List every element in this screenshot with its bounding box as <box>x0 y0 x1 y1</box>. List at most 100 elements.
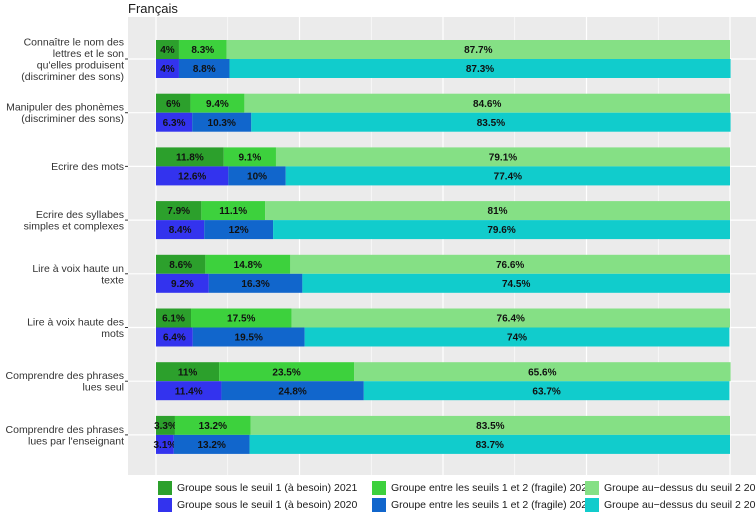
bar-segment <box>156 147 224 167</box>
bar-segment <box>156 166 229 186</box>
bar-value-label: 8.4% <box>169 225 192 236</box>
bar-value-label: 84.6% <box>473 99 501 110</box>
bar-value-label: 76.4% <box>497 314 525 325</box>
category-label-line: lues par l'enseignant <box>28 435 124 447</box>
bar-segment <box>285 166 730 186</box>
legend-item-above-threshold-2-2020: Groupe au−dessus du seuil 2 2020 <box>585 498 756 512</box>
bar-group: 11% 23.5% 65.6% 11.4% 24.8% 63.7% <box>156 362 731 401</box>
bar-value-label: 3.3% <box>154 421 177 432</box>
bar-value-label: 12.6% <box>178 172 206 183</box>
bar-value-label: 11.4% <box>175 386 203 397</box>
category-label-line: Comprendre des phrases <box>6 424 124 436</box>
bar-value-label: 11.1% <box>219 206 247 217</box>
legend-label: Groupe entre les seuils 1 et 2 (fragile)… <box>391 499 593 511</box>
bar-segment <box>204 220 274 240</box>
bar-groups: 4% 8.3% 87.7% 4% 8.8% 87.3% 6% 9.4% 84.6% 6.3% 10.… <box>153 40 731 454</box>
legend-swatch <box>372 498 386 512</box>
bar-group: 7.9% 11.1% 81% 8.4% 12% 79.6% <box>156 201 730 240</box>
bar-group: 3.3% 13.2% 83.5% 3.1% 13.2% 83.7% <box>153 415 730 454</box>
category-label-line: simples et complexes <box>24 221 124 233</box>
bar-segment <box>173 434 250 454</box>
bar-value-label: 65.6% <box>528 367 556 378</box>
bar-segment <box>156 381 222 401</box>
bar-segment <box>205 254 291 274</box>
legend-item-below-threshold-1-2020: Groupe sous le seuil 1 (à besoin) 2020 <box>158 498 357 512</box>
category-label: Comprendre des phrases lues seul <box>6 370 124 394</box>
category-label: Ecrire des mots <box>51 161 124 173</box>
bar-segment <box>178 59 230 78</box>
bar-value-label: 77.4% <box>494 172 522 183</box>
bar-segment <box>156 40 179 59</box>
bar-segment <box>156 327 193 347</box>
legend-swatch <box>585 498 599 512</box>
bar-segment <box>190 93 245 113</box>
bar-group: 11.8% 9.1% 79.1% 12.6% 10% 77.4% <box>156 147 730 186</box>
bar-value-label: 8.8% <box>193 64 216 75</box>
bar-segment <box>290 254 730 274</box>
bar-value-label: 24.8% <box>278 386 306 397</box>
category-label-line: (discriminer des sons) <box>21 113 124 125</box>
bar-value-label: 6.1% <box>162 314 185 325</box>
bar-value-label: 23.5% <box>272 367 300 378</box>
category-label-line: Connaître le nom des <box>24 36 124 48</box>
category-label-line: Comprendre des phrases <box>6 370 124 382</box>
bar-value-label: 12% <box>229 225 249 236</box>
bar-value-label: 4% <box>160 64 175 75</box>
bar-value-label: 9.1% <box>238 153 261 164</box>
bar-value-label: 81% <box>488 206 508 217</box>
bar-value-label: 19.5% <box>235 333 263 344</box>
bar-value-label: 8.3% <box>191 45 214 56</box>
legend-label: Groupe sous le seuil 1 (à besoin) 2021 <box>177 482 358 494</box>
legend-label: Groupe entre les seuils 1 et 2 (fragile)… <box>391 482 593 494</box>
bar-value-label: 79.1% <box>489 153 517 164</box>
bar-segment <box>354 362 731 382</box>
bar-value-label: 83.7% <box>476 440 504 451</box>
category-label: Connaître le nom des lettres et le son qu'… <box>21 36 124 82</box>
bar-segment <box>363 381 730 401</box>
legend-label: Groupe au−dessus du seuil 2 2020 <box>604 499 756 511</box>
bar-segment <box>192 327 305 347</box>
bar-value-label: 6.3% <box>163 118 186 129</box>
legend-swatch <box>372 481 386 495</box>
bar-value-label: 11% <box>178 367 198 378</box>
category-label-line: Manipuler des phonèmes <box>6 102 124 114</box>
category-label-line: (discriminer des sons) <box>21 71 124 83</box>
category-label: Lire à voix haute des mots <box>27 316 124 340</box>
bar-value-label: 17.5% <box>227 314 255 325</box>
bar-value-label: 3.1% <box>153 440 176 451</box>
legend-item-between-thresholds-2020: Groupe entre les seuils 1 et 2 (fragile)… <box>372 498 593 512</box>
bar-group: 4% 8.3% 87.7% 4% 8.8% 87.3% <box>156 40 731 78</box>
bar-value-label: 76.6% <box>496 260 524 271</box>
bar-value-label: 10.3% <box>208 118 236 129</box>
bar-value-label: 87.3% <box>466 64 494 75</box>
category-label-line: Ecrire des syllabes <box>36 209 124 221</box>
bar-segment <box>156 93 191 113</box>
bar-group: 8.6% 14.8% 76.6% 9.2% 16.3% 74.5% <box>156 254 730 293</box>
bar-segment <box>208 273 303 293</box>
bar-segment <box>273 220 730 240</box>
bar-value-label: 9.4% <box>206 99 229 110</box>
bar-segment <box>156 59 179 78</box>
category-label: Manipuler des phonèmes (discriminer des s… <box>6 102 124 126</box>
legend-item-below-threshold-1-2021: Groupe sous le seuil 1 (à besoin) 2021 <box>158 481 357 495</box>
bar-value-label: 83.5% <box>477 118 505 129</box>
category-label: Lire à voix haute un texte <box>32 263 124 287</box>
category-label-line: Ecrire des mots <box>51 161 124 173</box>
bar-segment <box>156 201 202 221</box>
bar-segment <box>228 166 286 186</box>
bar-segment <box>156 362 220 382</box>
legend: Groupe sous le seuil 1 (à besoin) 2021 G… <box>158 479 756 515</box>
bar-value-label: 8.6% <box>169 260 192 271</box>
legend-label: Groupe sous le seuil 1 (à besoin) 2020 <box>177 499 358 511</box>
bar-value-label: 11.8% <box>176 153 204 164</box>
category-label-line: Lire à voix haute un <box>32 263 124 275</box>
bar-segment <box>291 308 730 328</box>
plot-panel <box>128 17 756 475</box>
bar-value-label: 16.3% <box>241 279 269 290</box>
bar-group: 6.1% 17.5% 76.4% 6.4% 19.5% 74% <box>156 308 730 347</box>
bar-value-label: 4% <box>160 45 175 56</box>
bar-segment <box>156 273 209 293</box>
bar-segment <box>156 434 174 454</box>
category-label-line: texte <box>101 274 124 286</box>
bar-value-label: 9.2% <box>171 279 194 290</box>
